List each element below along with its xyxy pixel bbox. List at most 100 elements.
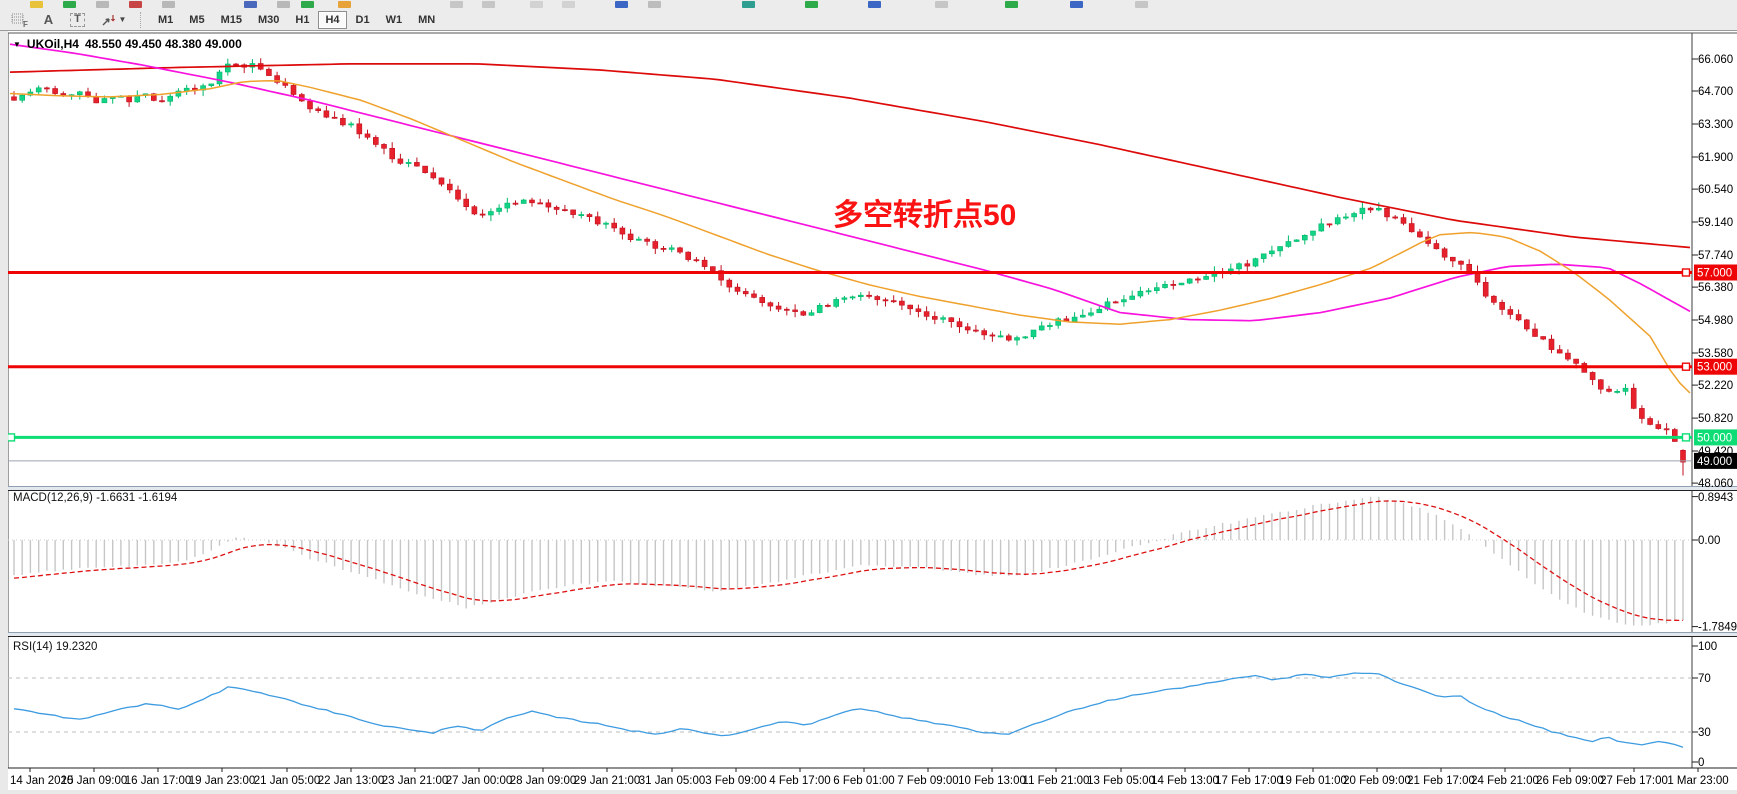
clipped-icon	[277, 1, 290, 8]
time-axis-label: 14 Feb 13:00	[1151, 775, 1219, 787]
price-badge-57.000[interactable]	[1694, 264, 1737, 281]
time-axis-label: 21 Feb 17:00	[1407, 775, 1475, 787]
timeframe-button-D1[interactable]: D1	[349, 11, 377, 29]
time-axis-label: 6 Feb 01:00	[833, 775, 894, 787]
symbol-dropdown-icon[interactable]: ▼	[13, 39, 21, 49]
clipped-icon	[1070, 1, 1083, 8]
timeframe-button-W1[interactable]: W1	[379, 11, 410, 29]
price-badge-text: 53.000	[1697, 362, 1732, 374]
line-handle[interactable]	[1681, 433, 1691, 442]
clipped-icon	[868, 1, 881, 8]
ma-magenta-line	[9, 43, 1691, 322]
price-tick-label: 50.820	[1698, 413, 1733, 425]
time-axis-label: 20 Feb 09:00	[1343, 775, 1411, 787]
time-axis-label: 19 Jan 23:00	[189, 775, 256, 787]
price-badge-49.000	[1694, 452, 1737, 469]
time-axis-label: 16 Jan 17:00	[125, 775, 192, 787]
rsi-scale-label: 70	[1698, 673, 1711, 685]
svg-text:F: F	[23, 20, 28, 28]
timeframe-button-H1[interactable]: H1	[288, 11, 316, 29]
chevron-down-icon: ▼	[118, 15, 127, 24]
line-handle[interactable]	[1681, 268, 1691, 277]
text-tool-button[interactable]: T	[64, 11, 91, 29]
clipped-icon	[129, 1, 142, 8]
price-tick-label: 56.380	[1698, 282, 1733, 294]
timeframe-button-H4[interactable]: H4	[318, 10, 347, 29]
time-axis-label: 15 Jan 09:00	[61, 775, 128, 787]
timeframe-button-M15[interactable]: M15	[214, 11, 249, 29]
clipped-icon	[482, 1, 495, 8]
clipped-icon	[63, 1, 76, 8]
macd-indicator-label: MACD(12,26,9) -1.6631 -1.6194	[13, 492, 178, 504]
clipped-icon	[338, 1, 351, 8]
macd-scale-label: -1.7849	[1698, 622, 1737, 634]
rsi-scale-label: 30	[1698, 727, 1711, 739]
timeframe-toolbar: M1 M5 M15 M30 H1 H4 D1 W1 MN	[150, 10, 443, 29]
ma-orange-line	[9, 79, 1691, 394]
price-tick-label: 48.060	[1698, 478, 1733, 490]
time-axis-label: 24 Feb 21:00	[1471, 775, 1539, 787]
clipped-icon	[450, 1, 463, 8]
chart-title: ▼ UKOil,H4 48.550 49.450 48.380 49.000	[13, 37, 242, 51]
macd-signal-line	[13, 500, 1684, 622]
price-tick-label: 59.140	[1698, 217, 1733, 229]
time-axis-label: 27 Feb 17:00	[1600, 775, 1668, 787]
arrow-objects-tool-button[interactable]: ▼	[93, 11, 133, 29]
price-badge-text: 50.000	[1697, 432, 1732, 444]
price-tick-label: 53.580	[1698, 348, 1733, 360]
time-axis-label: 14 Jan 2020	[10, 775, 73, 787]
clipped-icon	[742, 1, 755, 8]
window-left-edge	[0, 31, 8, 794]
rsi-line	[13, 672, 1684, 748]
text-box-icon: T	[70, 12, 85, 27]
timeframe-button-M5[interactable]: M5	[182, 11, 211, 29]
price-tick-label: 63.300	[1698, 119, 1733, 131]
rsi-indicator-label: RSI(14) 19.2320	[13, 641, 98, 653]
candlesticks	[11, 58, 1686, 476]
time-axis-label: 19 Feb 01:00	[1279, 775, 1347, 787]
time-axis-label: 26 Feb 09:00	[1536, 775, 1604, 787]
time-axis-label: 28 Jan 09:00	[510, 775, 577, 787]
clipped-icon	[96, 1, 109, 8]
clipped-icon	[301, 1, 314, 8]
line-handle[interactable]	[6, 433, 16, 442]
price-tick-label: 66.060	[1698, 54, 1733, 66]
line-handle[interactable]	[1681, 362, 1691, 371]
macd-histogram	[13, 496, 1684, 626]
annotation-text[interactable]: 多空转折点50	[833, 199, 1017, 232]
price-tick-label: 57.740	[1698, 250, 1733, 262]
price-badge-text: 57.000	[1697, 268, 1732, 280]
time-axis-label: 29 Jan 21:00	[574, 775, 641, 787]
timeframe-button-M1[interactable]: M1	[151, 11, 180, 29]
clipped-icon	[562, 1, 575, 8]
clipped-icon	[615, 1, 628, 8]
time-axis-label: 3 Feb 09:00	[705, 775, 766, 787]
arrows-icon	[102, 14, 115, 25]
grid-f-icon: F	[11, 13, 28, 28]
price-tick-label: 64.700	[1698, 86, 1733, 98]
time-axis-label: 23 Jan 21:00	[382, 775, 449, 787]
time-axis-label: 31 Jan 05:00	[639, 775, 706, 787]
grid-f-tool-button[interactable]: F	[6, 11, 33, 29]
time-axis-label: 1 Mar 23:00	[1667, 775, 1728, 787]
toolbar-separator	[140, 11, 142, 28]
price-badge-text: 49.000	[1697, 456, 1732, 468]
time-axis-label: 13 Feb 05:00	[1087, 775, 1155, 787]
time-axis-label: 27 Jan 00:00	[446, 775, 513, 787]
time-axis-label: 4 Feb 17:00	[769, 775, 830, 787]
timeframe-button-M30[interactable]: M30	[251, 11, 286, 29]
time-axis-label: 7 Feb 09:00	[897, 775, 958, 787]
price-tick-label: 54.980	[1698, 315, 1733, 327]
time-axis-label: 17 Feb 17:00	[1215, 775, 1283, 787]
macd-scale-label: 0.00	[1698, 535, 1720, 547]
timeframe-button-MN[interactable]: MN	[411, 11, 442, 29]
price-badge-50.000[interactable]	[1694, 429, 1737, 446]
price-tick-label: 61.900	[1698, 152, 1733, 164]
text-label-tool-button[interactable]: A	[35, 11, 62, 29]
price-tick-label: 52.220	[1698, 380, 1733, 392]
symbol-period-label: UKOil,H4	[26, 37, 79, 51]
clipped-icon	[805, 1, 818, 8]
price-tick-label: 60.540	[1698, 184, 1733, 196]
price-badge-53.000[interactable]	[1694, 358, 1737, 375]
